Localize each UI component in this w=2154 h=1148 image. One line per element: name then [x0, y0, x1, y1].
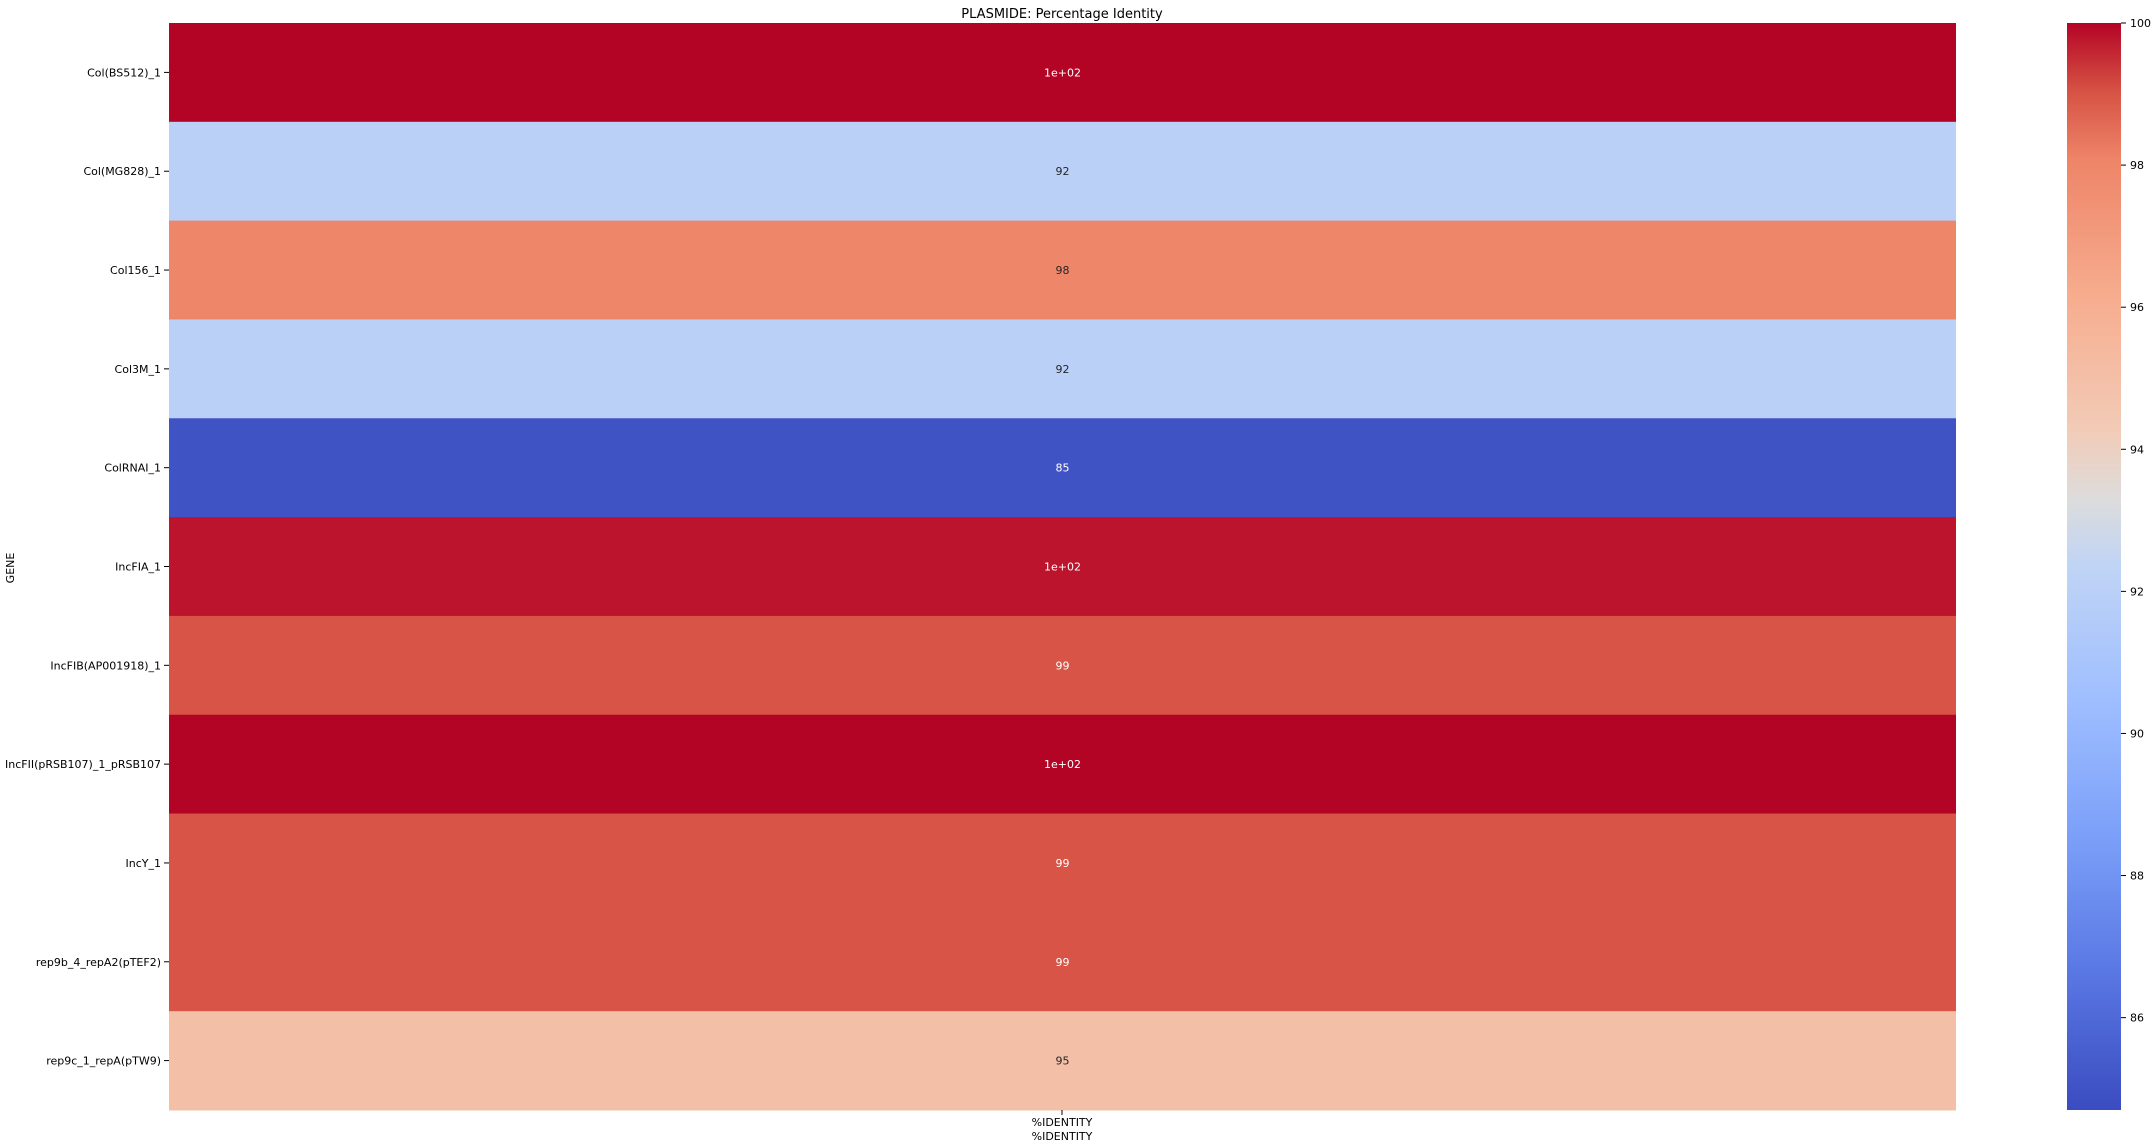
heatmap-cell	[169, 517, 1956, 617]
chart-title: PLASMIDE: Percentage Identity	[961, 7, 1163, 22]
colorbar-ticks: 100 98 96 94 92 90 88 86	[2121, 17, 2151, 1025]
row-label: IncFII(pRSB107)_1_pRSB107	[5, 758, 161, 771]
heatmap-cell	[169, 23, 1956, 123]
x-tick-label: %IDENTITY	[1032, 1116, 1093, 1129]
cell-annotations: 1e+02 92 98 92 85 1e+02 99 1e+02 99 99 95	[1044, 66, 1081, 1067]
heatmap-cell	[169, 220, 1956, 320]
colorbar	[2067, 23, 2121, 1110]
colorbar-tick-label: 90	[2130, 727, 2144, 740]
cell-annotation: 98	[1056, 264, 1070, 277]
row-label: IncY_1	[126, 857, 161, 870]
cell-annotation: 99	[1056, 956, 1070, 969]
colorbar-tick-label: 98	[2130, 159, 2144, 172]
heatmap-cell	[169, 714, 1956, 815]
cell-annotation: 1e+02	[1044, 66, 1081, 79]
heatmap-cell	[169, 615, 1956, 716]
row-label: Col(BS512)_1	[87, 66, 161, 79]
heatmap-cells	[169, 23, 1956, 1111]
cell-annotation: 1e+02	[1044, 758, 1081, 771]
heatmap-cell	[169, 121, 1956, 222]
cell-annotation: 92	[1056, 165, 1070, 178]
colorbar-tick-label: 86	[2130, 1012, 2144, 1025]
cell-annotation: 1e+02	[1044, 561, 1081, 574]
cell-annotation: 92	[1056, 363, 1070, 376]
colorbar-tick-label: 88	[2130, 870, 2144, 883]
heatmap-cell	[169, 418, 1956, 518]
colorbar-tick-label: 92	[2130, 585, 2144, 598]
row-label: IncFIB(AP001918)_1	[50, 659, 161, 672]
x-axis-label: %IDENTITY	[1032, 1130, 1093, 1143]
cell-annotation: 95	[1056, 1055, 1070, 1068]
heatmap-cell	[169, 912, 1956, 1012]
row-label: Col(MG828)_1	[83, 165, 161, 178]
row-label: rep9c_1_repA(pTW9)	[46, 1055, 161, 1068]
row-label: Col3M_1	[115, 363, 161, 376]
row-label: IncFIA_1	[115, 561, 161, 574]
colorbar-tick-label: 96	[2130, 301, 2144, 314]
heatmap-cell	[169, 1011, 1956, 1111]
cell-annotation: 99	[1056, 857, 1070, 870]
colorbar-tick-label: 100	[2130, 17, 2151, 30]
cell-annotation: 85	[1056, 462, 1070, 475]
cell-annotation: 99	[1056, 659, 1070, 672]
y-axis-label: GENE	[4, 553, 17, 584]
colorbar-tick-label: 94	[2130, 443, 2144, 456]
row-label: rep9b_4_repA2(pTEF2)	[36, 956, 161, 969]
row-label: Col156_1	[110, 264, 161, 277]
row-labels: Col(BS512)_1 Col(MG828)_1 Col156_1 Col3M_1 C…	[5, 66, 169, 1068]
heatmap-cell	[169, 319, 1956, 419]
heatmap-cell	[169, 813, 1956, 913]
row-label: ColRNAI_1	[104, 462, 161, 475]
